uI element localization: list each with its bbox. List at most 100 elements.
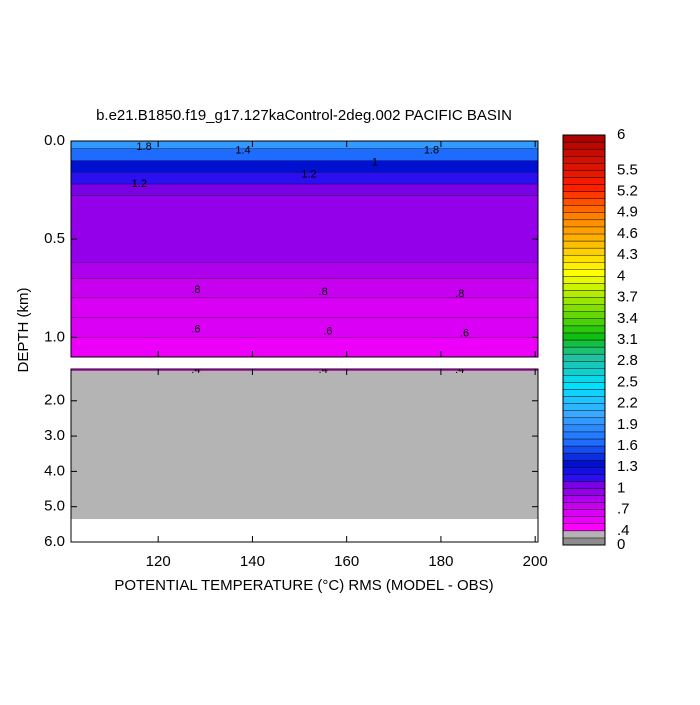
colorbar-label: 5.2 (617, 183, 638, 200)
colorbar-box (562, 431, 606, 440)
colorbar-label: 1.9 (617, 416, 638, 433)
colorbar-box (562, 353, 606, 362)
x-tick-label: 160 (334, 553, 359, 570)
colorbar-label: 3.7 (617, 289, 638, 306)
colorbar-box (562, 509, 606, 517)
contour-label: 1.8 (136, 141, 151, 153)
colorbar-box (562, 332, 606, 341)
x-axis-label: POTENTIAL TEMPERATURE (°C) RMS (MODEL - … (114, 577, 493, 594)
colorbar-box (562, 290, 606, 298)
x-tick-label: 200 (523, 553, 548, 570)
colorbar-box (562, 184, 606, 192)
colorbar-box (562, 205, 606, 213)
colorbar-box (562, 502, 606, 510)
contour-band (71, 370, 538, 520)
colorbar-label: 0 (617, 536, 625, 553)
colorbar-box (562, 516, 606, 524)
colorbar-box (562, 219, 606, 228)
colorbar-label: 3.4 (617, 310, 638, 327)
contour-label: .6 (191, 323, 200, 335)
contour-band (71, 148, 538, 161)
colorbar-box (562, 481, 606, 489)
colorbar-box (562, 368, 606, 376)
contour-label: 1.2 (301, 168, 316, 180)
colorbar-box (562, 276, 606, 284)
contour-band (71, 160, 538, 173)
panel-frame (70, 368, 539, 543)
panel: .4 .4 .4 (71, 364, 538, 520)
colorbar-box (562, 495, 606, 503)
colorbar-label: 5.5 (617, 161, 638, 178)
colorbar-label: 6 (617, 126, 625, 143)
panel-frame (70, 140, 539, 358)
colorbar-box (562, 424, 606, 433)
colorbar-box (562, 537, 606, 546)
colorbar-label: 1.3 (617, 458, 638, 475)
colorbar-box (562, 396, 606, 404)
contour-band (71, 184, 538, 196)
contour-label: 1.4 (235, 145, 250, 157)
colorbar-label: 3.1 (617, 331, 638, 348)
colorbar-box (562, 247, 606, 256)
colorbar-label: 4.3 (617, 246, 638, 263)
colorbar-box (562, 346, 606, 355)
contour-band (71, 369, 538, 371)
colorbar-box (562, 459, 606, 468)
y-tick-label: 4.0 (44, 462, 65, 479)
panel: 1.8 1.4 1.81.21.21.8.8.8.6.6.6 (71, 141, 538, 357)
x-tick-label: 180 (428, 553, 453, 570)
colorbar-frame (562, 134, 606, 546)
y-tick-label: 0.0 (44, 132, 65, 149)
colorbar-box (562, 148, 606, 157)
colorbar-box (562, 438, 606, 447)
colorbar-box (562, 467, 606, 475)
colorbar-box (562, 212, 606, 221)
colorbar-box (562, 177, 606, 185)
colorbar-box (562, 297, 606, 305)
colorbar-box (562, 134, 606, 143)
contour-label: 1 (372, 157, 378, 169)
colorbar-box (562, 269, 606, 277)
colorbar-box (562, 233, 606, 242)
contour-band (71, 262, 538, 279)
colorbar-box (562, 417, 606, 426)
contour-label: .4 (191, 364, 200, 376)
contour-band (71, 172, 538, 185)
colorbar-box (562, 254, 606, 263)
colorbar-box (562, 325, 606, 334)
colorbar-box (562, 240, 606, 249)
colorbar-box (562, 389, 606, 397)
contour-label: .8 (191, 284, 200, 296)
contour-band (71, 298, 538, 318)
colorbar-box (562, 375, 606, 383)
y-tick-label: 5.0 (44, 498, 65, 515)
y-tick-label: 1.0 (44, 328, 65, 345)
contour-label: .4 (455, 364, 464, 376)
y-tick-label: 6.0 (44, 533, 65, 550)
colorbar-label: 2.2 (617, 395, 638, 412)
colorbar-label: .7 (617, 501, 630, 518)
contour-band (71, 317, 538, 338)
colorbar-box (562, 410, 606, 418)
x-tick-label: 120 (146, 553, 171, 570)
colorbar-box (562, 304, 606, 312)
y-tick-label: 0.5 (44, 230, 65, 247)
colorbar-label: 4 (617, 267, 625, 284)
colorbar-label: 1.6 (617, 437, 638, 454)
colorbar-box (562, 191, 606, 199)
contour-label: .6 (323, 325, 332, 337)
colorbar-box (562, 445, 606, 454)
colorbar-label: 4.9 (617, 204, 638, 221)
contour-label: 1.2 (132, 178, 147, 190)
colorbar-box (562, 311, 606, 319)
contour-label: .6 (460, 327, 469, 339)
colorbar-label: 4.6 (617, 225, 638, 242)
colorbar-box (562, 318, 606, 327)
y-tick-label: 3.0 (44, 427, 65, 444)
colorbar-label: .4 (617, 522, 630, 539)
colorbar-box (562, 156, 606, 164)
colorbar-label: 2.5 (617, 373, 638, 390)
colorbar-box (562, 170, 606, 178)
colorbar-box (562, 530, 606, 539)
